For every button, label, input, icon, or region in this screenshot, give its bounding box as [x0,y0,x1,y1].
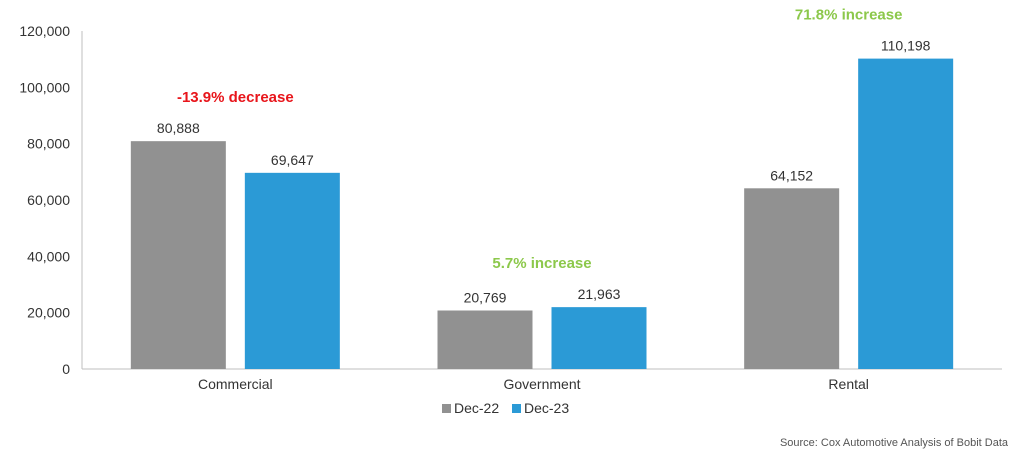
data-label: 80,888 [157,120,200,136]
legend-label: Dec-22 [454,400,499,416]
y-tick-label: 100,000 [19,79,70,95]
source-note: Source: Cox Automotive Analysis of Bobit… [780,437,1009,449]
bar-dec-23-rental [858,58,954,369]
bar-dec-22-rental [744,188,840,369]
bar-dec-23-government [551,307,647,369]
y-tick-label: 0 [62,361,70,377]
x-tick-label: Rental [828,376,868,392]
legend-label: Dec-23 [524,400,569,416]
bars-layer [130,58,954,369]
x-tick-label: Government [503,376,580,392]
x-tick-label: Commercial [198,376,273,392]
data-label: 64,152 [770,167,813,183]
bar-dec-23-commercial [244,172,340,369]
bar-dec-22-commercial [130,141,226,369]
legend-swatch-dec-22 [442,404,451,413]
data-label: 21,963 [578,286,621,302]
axes-layer: 0 20,000 40,000 60,000 80,000 100,000 120,000 [19,23,1002,377]
data-label: 110,198 [881,38,931,54]
labels-layer: 80,888 69,647 Commercial -13.9% decrease 20,… [157,7,931,392]
y-tick-label: 60,000 [27,192,70,208]
annotation: 71.8% increase [795,7,903,24]
data-label: 20,769 [464,290,507,306]
annotation: 5.7% increase [492,255,591,272]
y-tick-label: 80,000 [27,136,70,152]
annotation: -13.9% decrease [177,89,294,106]
legend: Dec-22 Dec-23 [442,400,569,416]
data-label: 69,647 [271,152,314,168]
y-tick-label: 20,000 [27,305,70,321]
legend-swatch-dec-23 [512,404,521,413]
y-tick-label: 120,000 [19,23,70,39]
y-tick-label: 40,000 [27,248,70,264]
bar-dec-22-government [437,310,533,369]
